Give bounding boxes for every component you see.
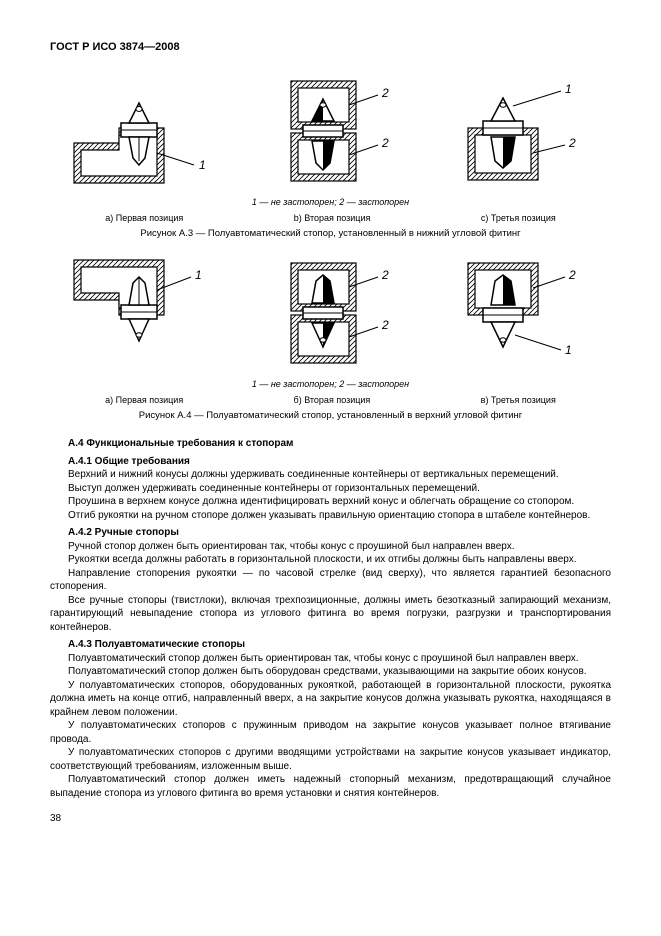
para-a43-1: Полуавтоматический стопор должен быть ор…	[50, 652, 611, 666]
captions-a3: а) Первая позиция b) Вторая позиция с) Т…	[50, 212, 611, 224]
label-1c: 1	[565, 82, 572, 96]
para-a42-1: Ручной стопор должен быть ориентирован т…	[50, 540, 611, 554]
cap-a3-a: а) Первая позиция	[105, 212, 183, 224]
label-2c: 2	[568, 136, 576, 150]
cap-a4-b: б) Вторая позиция	[294, 394, 371, 406]
para-a42-3: Направление стопорения рукоятки — по час…	[50, 567, 611, 594]
heading-a43: А.4.3 Полуавтоматические стопоры	[50, 638, 611, 652]
para-a41-3: Проушина в верхнем конусе должна идентиф…	[50, 495, 611, 509]
para-a42-4: Все ручные стопоры (твистлоки), включая …	[50, 594, 611, 635]
para-a41-2: Выступ должен удерживать соединенные кон…	[50, 482, 611, 496]
fig-a4-c: 2 1	[443, 255, 593, 370]
label-1: 1	[199, 158, 206, 172]
label-1-a4c: 1	[565, 343, 572, 357]
legend-a3: 1 — не застопорен; 2 — застопорен	[50, 196, 611, 208]
para-a43-6: Полуавтоматический стопор должен иметь н…	[50, 773, 611, 800]
para-a43-3: У полуавтоматических стопоров, оборудова…	[50, 679, 611, 720]
label-2-a4c: 2	[568, 268, 576, 282]
fig-a3-b: 2 2	[256, 73, 406, 188]
heading-a4: А.4 Функциональные требования к стопорам	[50, 437, 611, 451]
para-a43-2: Полуавтоматический стопор должен быть об…	[50, 665, 611, 679]
diagram-a4-a: 1	[69, 255, 219, 370]
heading-a41: А.4.1 Общие требования	[50, 455, 611, 469]
heading-a42: А.4.2 Ручные стопоры	[50, 526, 611, 540]
cap-a3-b: b) Вторая позиция	[294, 212, 371, 224]
fig-a4-a: 1	[69, 255, 219, 370]
para-a41-1: Верхний и нижний конусы должны удерживат…	[50, 468, 611, 482]
label-2-a4b2: 2	[381, 318, 389, 332]
label-2a: 2	[381, 86, 389, 100]
fig-a3-title: Рисунок А.3 — Полуавтоматический стопор,…	[50, 228, 611, 241]
para-a42-2: Рукоятки всегда должны работать в горизо…	[50, 553, 611, 567]
fig-a4-title: Рисунок А.4 — Полуавтоматический стопор,…	[50, 410, 611, 423]
diagram-a4-b: 2 2	[256, 255, 406, 370]
diagram-a3-b: 2 2	[256, 73, 406, 188]
cap-a4-a: а) Первая позиция	[105, 394, 183, 406]
page: ГОСТ Р ИСО 3874—2008	[0, 0, 661, 856]
fig-a3-a: 1	[69, 73, 219, 188]
diagram-a3-a: 1	[69, 73, 219, 188]
label-2b: 2	[381, 136, 389, 150]
fig-a3-c: 1 2	[443, 73, 593, 188]
label-1-a4a: 1	[195, 268, 202, 282]
doc-header: ГОСТ Р ИСО 3874—2008	[50, 40, 611, 55]
diagram-a3-c: 1 2	[443, 73, 593, 188]
page-number: 38	[50, 812, 611, 826]
legend-a4: 1 — не застопорен; 2 — застопорен	[50, 378, 611, 390]
figure-a4-row: 1 2	[50, 255, 611, 370]
figure-a3-row: 1	[50, 73, 611, 188]
cap-a3-c: с) Третья позиция	[481, 212, 556, 224]
label-2-a4b1: 2	[381, 268, 389, 282]
diagram-a4-c: 2 1	[443, 255, 593, 370]
para-a43-5: У полуавтоматических стопоров с другими …	[50, 746, 611, 773]
cap-a4-c: в) Третья позиция	[481, 394, 556, 406]
para-a41-4: Отгиб рукоятки на ручном стопоре должен …	[50, 509, 611, 523]
fig-a4-b: 2 2	[256, 255, 406, 370]
para-a43-4: У полуавтоматических стопоров с пружинны…	[50, 719, 611, 746]
captions-a4: а) Первая позиция б) Вторая позиция в) Т…	[50, 394, 611, 406]
